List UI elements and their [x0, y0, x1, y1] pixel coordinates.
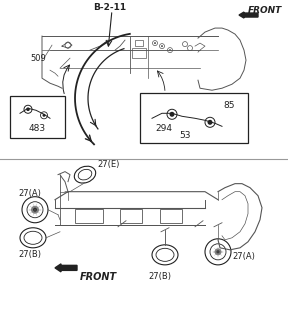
Circle shape	[43, 114, 46, 117]
Circle shape	[161, 45, 163, 47]
Circle shape	[26, 108, 30, 111]
Circle shape	[217, 250, 219, 253]
Text: 27(A): 27(A)	[18, 189, 41, 198]
Text: 27(E): 27(E)	[97, 160, 119, 169]
Circle shape	[215, 248, 221, 255]
Bar	[120, 209, 142, 223]
Circle shape	[170, 112, 175, 117]
Text: 509: 509	[30, 54, 46, 63]
Text: B-2-11: B-2-11	[93, 3, 126, 12]
Bar	[10, 96, 65, 138]
Text: 483: 483	[29, 124, 46, 133]
Text: 27(B): 27(B)	[18, 250, 41, 259]
Text: 27(A): 27(A)	[232, 252, 255, 261]
Bar	[132, 48, 146, 58]
Bar	[140, 93, 248, 143]
Bar	[160, 209, 182, 223]
Circle shape	[169, 49, 171, 51]
Text: 294: 294	[155, 124, 172, 133]
Text: 27(B): 27(B)	[149, 272, 171, 281]
FancyArrow shape	[55, 264, 77, 272]
Bar	[75, 209, 103, 223]
Text: 85: 85	[223, 101, 235, 110]
FancyArrow shape	[239, 12, 258, 18]
Circle shape	[207, 120, 213, 125]
Text: FRONT: FRONT	[248, 6, 282, 15]
Circle shape	[33, 208, 37, 212]
Circle shape	[154, 42, 156, 44]
Text: 53: 53	[179, 131, 191, 140]
Circle shape	[31, 206, 39, 214]
Text: FRONT: FRONT	[80, 272, 117, 282]
Bar	[135, 40, 143, 46]
